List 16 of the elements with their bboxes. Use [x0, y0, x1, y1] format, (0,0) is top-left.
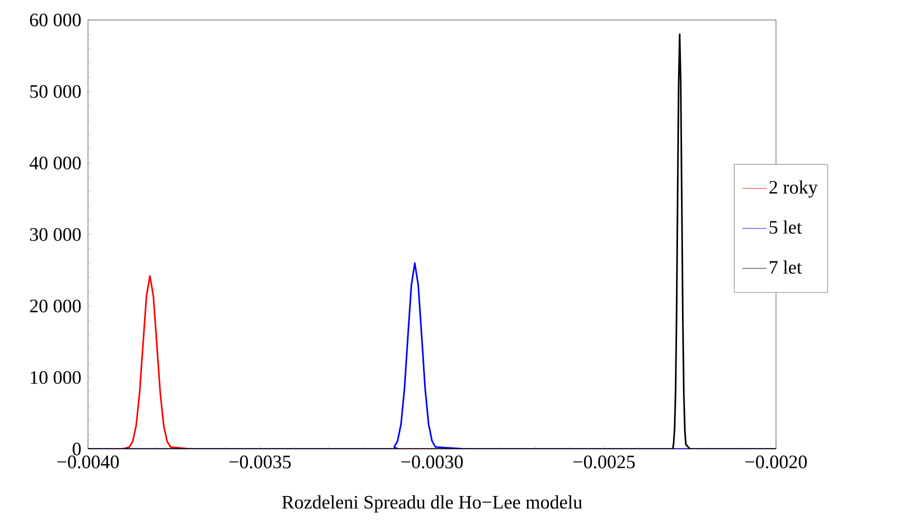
x-tick-label: −0.0025 [573, 456, 635, 468]
y-tick-label: 30 000 [30, 228, 81, 241]
legend-label: 5 let [770, 220, 802, 234]
x-tick-label: −0.0020 [745, 456, 807, 468]
y-tick-label: 40 000 [30, 156, 81, 170]
legend-label: 2 roky [769, 180, 818, 198]
legend-label: 7 let [770, 260, 802, 274]
y-tick-label: 10 000 [30, 371, 81, 384]
y-tick-label: 50 000 [30, 85, 81, 98]
x-tick-label: −0.0035 [229, 456, 291, 468]
x-tick-label: −0.0030 [401, 456, 463, 468]
y-tick-label: 0 [72, 442, 81, 456]
y-tick-label: 20 000 [30, 300, 81, 312]
x-axis-title: Rozdeleni Spreadu dle Ho−Lee modelu [282, 495, 582, 513]
x-tick-label: −0.0040 [57, 456, 119, 468]
y-tick-label: 60 000 [30, 14, 81, 26]
